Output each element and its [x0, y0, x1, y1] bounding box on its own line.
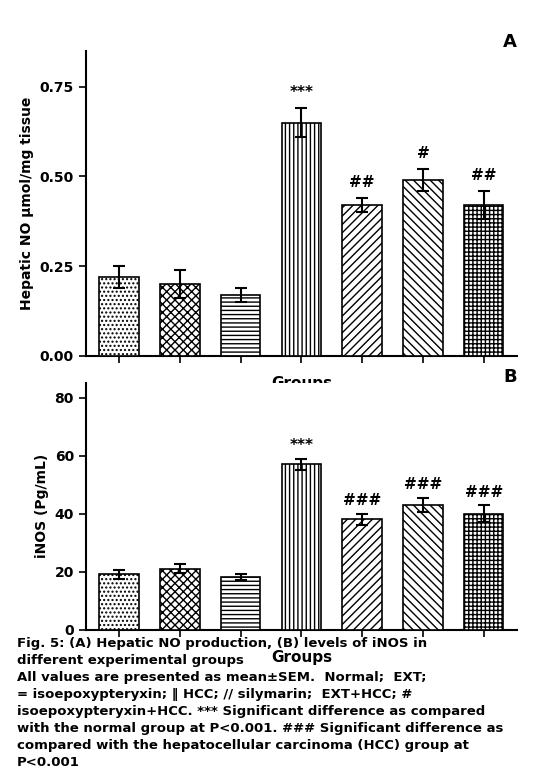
Bar — [281, 123, 321, 356]
Bar — [464, 205, 503, 356]
Bar — [342, 205, 382, 356]
Bar — [403, 180, 442, 356]
Bar — [221, 577, 260, 630]
Bar — [342, 519, 382, 630]
X-axis label: Groups: Groups — [271, 376, 332, 391]
Text: ###: ### — [343, 493, 381, 508]
Y-axis label: Hepatic NO μmol/mg tissue: Hepatic NO μmol/mg tissue — [20, 97, 34, 310]
Text: B: B — [503, 368, 517, 386]
Text: ###: ### — [404, 478, 442, 493]
Text: ###: ### — [465, 485, 503, 500]
Bar — [403, 505, 442, 630]
Bar — [464, 514, 503, 630]
Text: #: # — [416, 146, 429, 161]
Bar — [221, 295, 260, 356]
Bar — [281, 465, 321, 630]
Bar — [100, 575, 139, 630]
Text: ***: *** — [289, 439, 314, 454]
Bar — [100, 277, 139, 356]
X-axis label: Groups: Groups — [271, 650, 332, 665]
Y-axis label: iNOS (Pg/mL): iNOS (Pg/mL) — [35, 454, 49, 558]
Text: A: A — [503, 33, 517, 51]
Text: ##: ## — [471, 168, 497, 183]
Bar — [160, 569, 200, 630]
Bar — [160, 284, 200, 356]
Text: ***: *** — [289, 85, 314, 100]
Text: Fig. 5: (A) Hepatic NO production, (B) levels of iNOS in
different experimental : Fig. 5: (A) Hepatic NO production, (B) l… — [17, 637, 503, 769]
Text: ##: ## — [349, 175, 375, 190]
